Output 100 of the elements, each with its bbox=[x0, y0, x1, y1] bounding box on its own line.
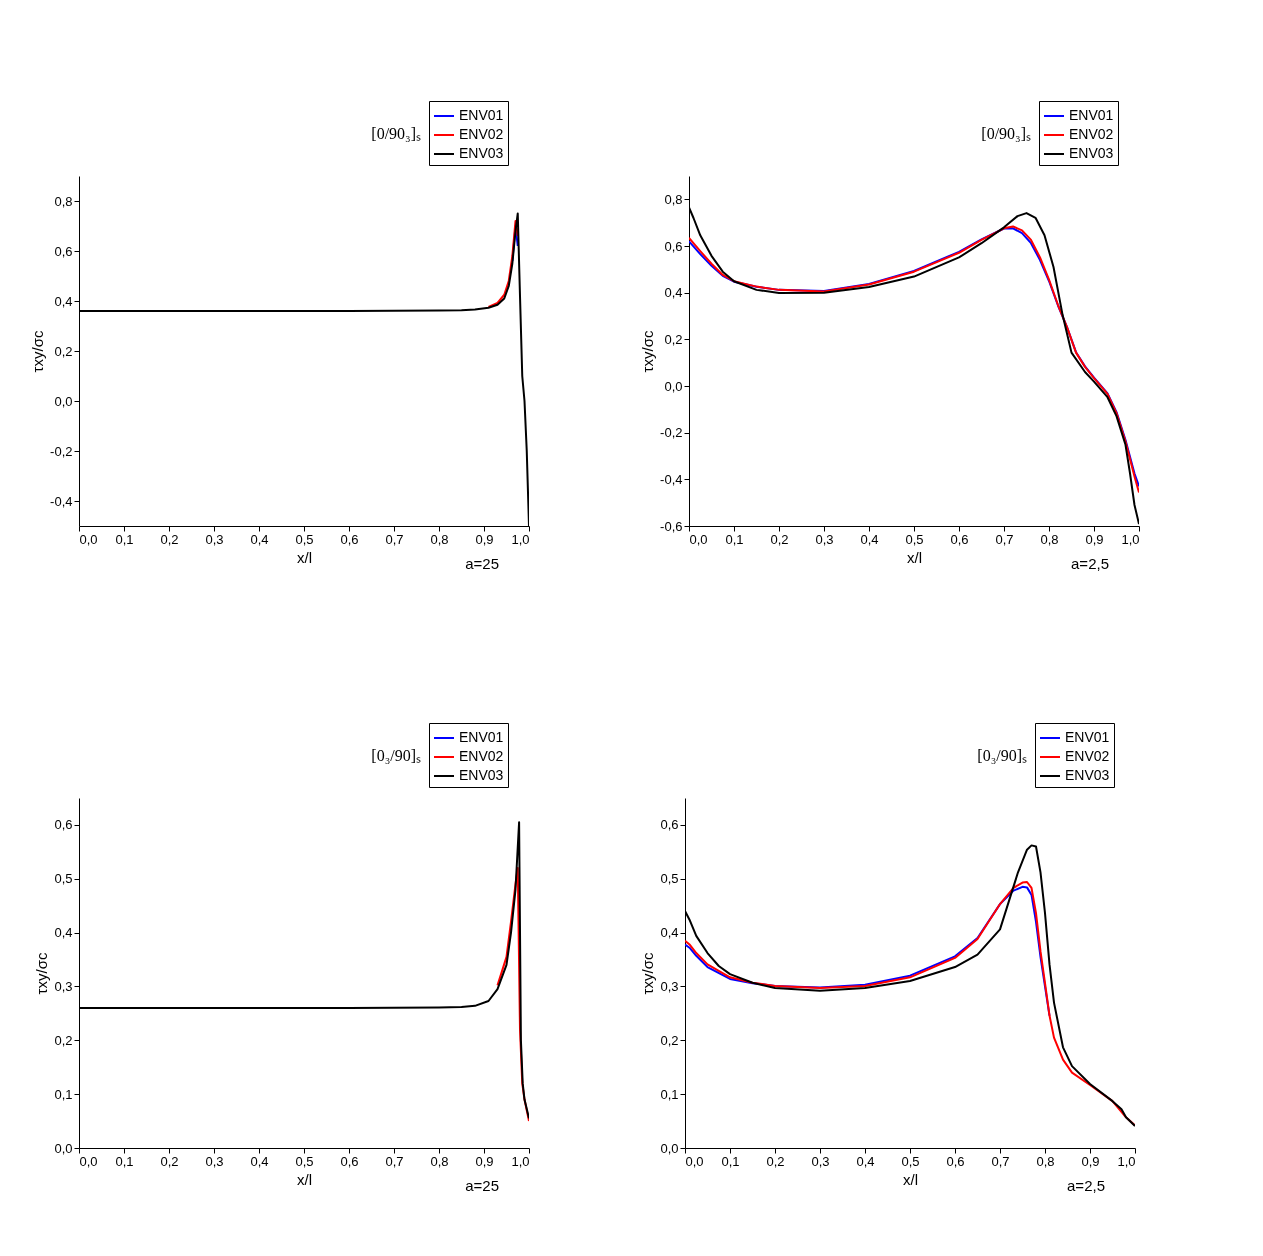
text: [0/90₃]ₛ bbox=[371, 125, 421, 142]
x-tick-label: 0,2 bbox=[770, 531, 789, 547]
y-tick-label: 0,6 bbox=[660, 817, 679, 833]
y-tick-label: 0,6 bbox=[664, 238, 683, 254]
legend-label: ENV03 bbox=[459, 767, 504, 783]
y-tick-label: 0,4 bbox=[660, 925, 679, 941]
y-tick-label: -0,4 bbox=[660, 471, 683, 487]
x-tick-label: 0,2 bbox=[160, 531, 179, 547]
y-tick-label: -0,2 bbox=[660, 425, 683, 441]
y-axis-title: τxy/σc bbox=[639, 952, 657, 995]
x-tick-label: 0,6 bbox=[950, 531, 969, 547]
y-tick-label: 0,4 bbox=[54, 925, 73, 941]
x-tick-label: 0,3 bbox=[815, 531, 834, 547]
x-tick-label: 0,6 bbox=[340, 1153, 359, 1169]
legend-label: ENV03 bbox=[1069, 145, 1114, 161]
y-tick-label: 0,2 bbox=[54, 1032, 73, 1048]
line-series bbox=[487, 220, 519, 308]
x-tick-label: 0,6 bbox=[946, 1153, 965, 1169]
x-tick-label: 0,0 bbox=[79, 1153, 98, 1169]
x-tick-label: 0,3 bbox=[205, 1153, 224, 1169]
x-tick-label: 0,1 bbox=[115, 1153, 134, 1169]
legend-label: ENV01 bbox=[459, 729, 504, 745]
y-tick-label: 0,2 bbox=[660, 1032, 679, 1048]
x-tick-label: 1,0 bbox=[511, 1153, 530, 1169]
y-tick-label: 0,8 bbox=[664, 191, 683, 207]
text: a=2,5 bbox=[1071, 555, 1109, 572]
y-tick-label: 0,3 bbox=[54, 978, 73, 994]
x-tick-label: 0,5 bbox=[295, 531, 314, 547]
y-tick-label: 0,2 bbox=[664, 331, 683, 347]
legend-label: ENV01 bbox=[1069, 107, 1114, 123]
x-tick-label: 0,9 bbox=[1081, 1153, 1100, 1169]
x-tick-label: 0,7 bbox=[385, 1153, 404, 1169]
legend-label: ENV02 bbox=[1069, 126, 1114, 142]
x-tick-label: 1,0 bbox=[511, 531, 530, 547]
y-tick-label: -0,2 bbox=[50, 443, 73, 459]
legend-label: ENV02 bbox=[459, 748, 504, 764]
x-tick-label: 0,4 bbox=[250, 1153, 269, 1169]
x-tick-label: 0,8 bbox=[430, 1153, 449, 1169]
x-tick-label: 1,0 bbox=[1121, 531, 1140, 547]
y-tick-label: 0,4 bbox=[664, 285, 683, 301]
y-tick-label: 0,4 bbox=[54, 293, 73, 309]
x-tick-label: 0,9 bbox=[1085, 531, 1104, 547]
y-tick-label: 0,6 bbox=[54, 817, 73, 833]
x-tick-label: 0,1 bbox=[721, 1153, 740, 1169]
x-tick-label: 0,5 bbox=[295, 1153, 314, 1169]
legend-label: ENV03 bbox=[459, 145, 504, 161]
x-axis-title: x/l bbox=[903, 1170, 918, 1188]
legend-label: ENV01 bbox=[459, 107, 504, 123]
x-tick-label: 0,2 bbox=[766, 1153, 785, 1169]
text: [0₃/90]ₛ bbox=[371, 747, 421, 764]
x-tick-label: 0,9 bbox=[475, 531, 494, 547]
x-tick-label: 0,3 bbox=[811, 1153, 830, 1169]
x-tick-label: 0,1 bbox=[115, 531, 134, 547]
x-axis-title: x/l bbox=[297, 548, 312, 566]
text: a=2,5 bbox=[1067, 1177, 1105, 1194]
y-tick-label: -0,6 bbox=[660, 518, 683, 534]
x-tick-label: 0,5 bbox=[905, 531, 924, 547]
legend-label: ENV03 bbox=[1065, 767, 1110, 783]
y-axis-title: τxy/σc bbox=[29, 330, 47, 373]
x-tick-label: 0,6 bbox=[340, 531, 359, 547]
y-axis-title: τxy/σc bbox=[33, 952, 51, 995]
y-tick-label: 0,0 bbox=[54, 1140, 73, 1156]
x-tick-label: 0,0 bbox=[689, 531, 708, 547]
x-tick-label: 0,8 bbox=[1040, 531, 1059, 547]
y-tick-label: 0,3 bbox=[660, 978, 679, 994]
x-tick-label: 0,2 bbox=[160, 1153, 179, 1169]
x-axis-title: x/l bbox=[907, 548, 922, 566]
x-tick-label: 0,3 bbox=[205, 531, 224, 547]
y-tick-label: 0,2 bbox=[54, 343, 73, 359]
x-tick-label: 0,7 bbox=[995, 531, 1014, 547]
x-tick-label: 0,7 bbox=[991, 1153, 1010, 1169]
x-tick-label: 0,5 bbox=[901, 1153, 920, 1169]
x-tick-label: 0,4 bbox=[860, 531, 879, 547]
text: a=25 bbox=[465, 555, 499, 572]
y-tick-label: 0,0 bbox=[54, 393, 73, 409]
x-tick-label: 0,1 bbox=[725, 531, 744, 547]
x-tick-label: 0,8 bbox=[430, 531, 449, 547]
y-tick-label: 0,5 bbox=[54, 871, 73, 887]
legend-label: ENV01 bbox=[1065, 729, 1110, 745]
x-tick-label: 0,0 bbox=[685, 1153, 704, 1169]
legend-label: ENV02 bbox=[459, 126, 504, 142]
text: [0₃/90]ₛ bbox=[977, 747, 1027, 764]
y-tick-label: 0,0 bbox=[664, 378, 683, 394]
x-tick-label: 0,4 bbox=[250, 531, 269, 547]
y-tick-label: 0,1 bbox=[54, 1086, 73, 1102]
y-tick-label: 0,0 bbox=[660, 1140, 679, 1156]
x-tick-label: 0,7 bbox=[385, 531, 404, 547]
x-axis-title: x/l bbox=[297, 1170, 312, 1188]
y-tick-label: 0,5 bbox=[660, 871, 679, 887]
x-tick-label: 0,4 bbox=[856, 1153, 875, 1169]
x-tick-label: 0,0 bbox=[79, 531, 98, 547]
y-tick-label: 0,8 bbox=[54, 193, 73, 209]
text: a=25 bbox=[465, 1177, 499, 1194]
legend-label: ENV02 bbox=[1065, 748, 1110, 764]
y-tick-label: 0,6 bbox=[54, 243, 73, 259]
y-axis-title: τxy/σc bbox=[639, 330, 657, 373]
x-tick-label: 0,8 bbox=[1036, 1153, 1055, 1169]
text: [0/90₃]ₛ bbox=[981, 125, 1031, 142]
x-tick-label: 0,9 bbox=[475, 1153, 494, 1169]
x-tick-label: 1,0 bbox=[1117, 1153, 1136, 1169]
